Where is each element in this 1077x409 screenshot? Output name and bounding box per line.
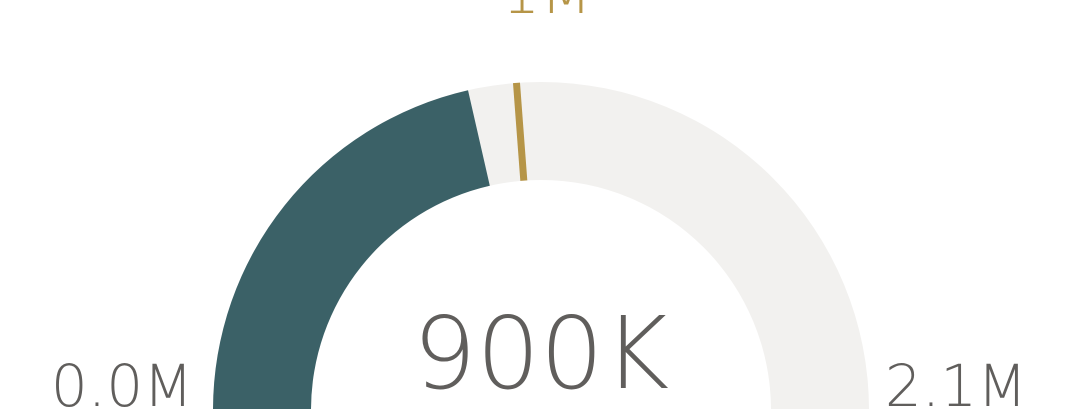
target-label: 1M	[502, 0, 592, 28]
min-label: 0.0M	[51, 352, 193, 409]
gauge-target-marker	[512, 82, 528, 181]
gauge-value-fill	[213, 90, 490, 409]
value-label: 900K	[413, 295, 669, 409]
max-label: 2.1M	[885, 352, 1027, 409]
